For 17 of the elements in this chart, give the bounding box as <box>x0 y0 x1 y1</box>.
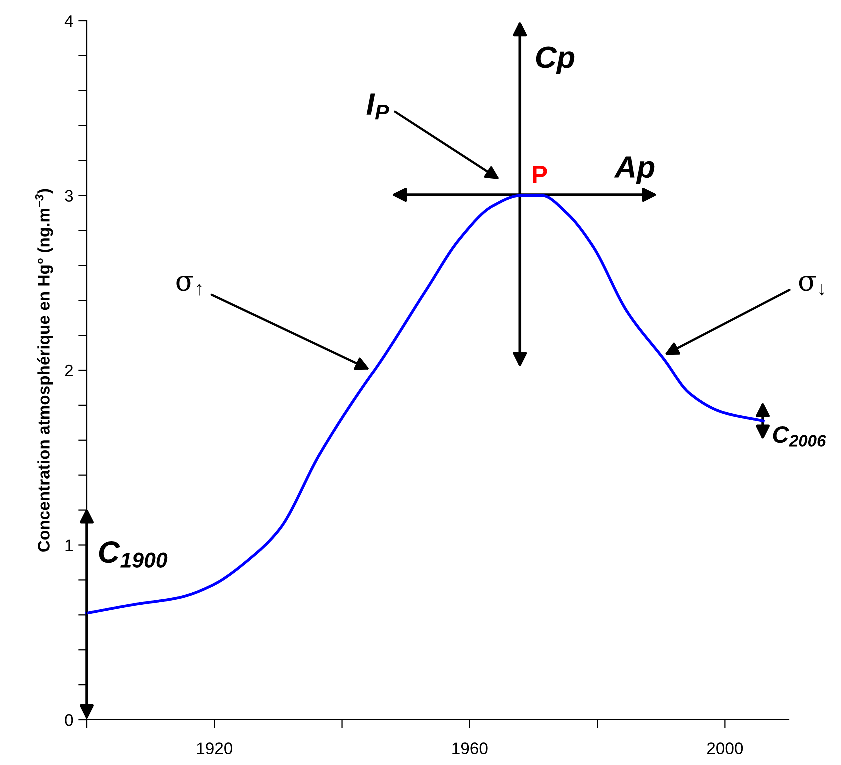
x-tick-label: 2000 <box>707 742 744 754</box>
x-tick-label: 1920 <box>197 742 233 754</box>
annotation: C$_{2006}$ <box>773 426 826 447</box>
annotation: Cp <box>536 46 575 74</box>
y-tick-label: 3 <box>65 190 74 202</box>
annotation: Ap <box>614 156 655 184</box>
y-axis-title: Concentration atmosphérique en Hg° (ng.m$^{−3}$) <box>35 189 54 552</box>
x-tick-label: 1960 <box>452 742 488 754</box>
annotation: P <box>533 166 548 184</box>
annotation: I$_{P}$ <box>366 94 390 120</box>
y-tick-label: 0 <box>65 714 74 726</box>
y-tick-label: 1 <box>66 540 73 552</box>
annotation: σ$_{↑}$ <box>176 276 202 296</box>
y-tick-label: 4 <box>64 16 74 28</box>
y-tick-label: 2 <box>65 364 73 377</box>
text: σ$_{↓}$ <box>799 276 824 296</box>
annotation: C$_{1900}$ <box>99 542 168 568</box>
